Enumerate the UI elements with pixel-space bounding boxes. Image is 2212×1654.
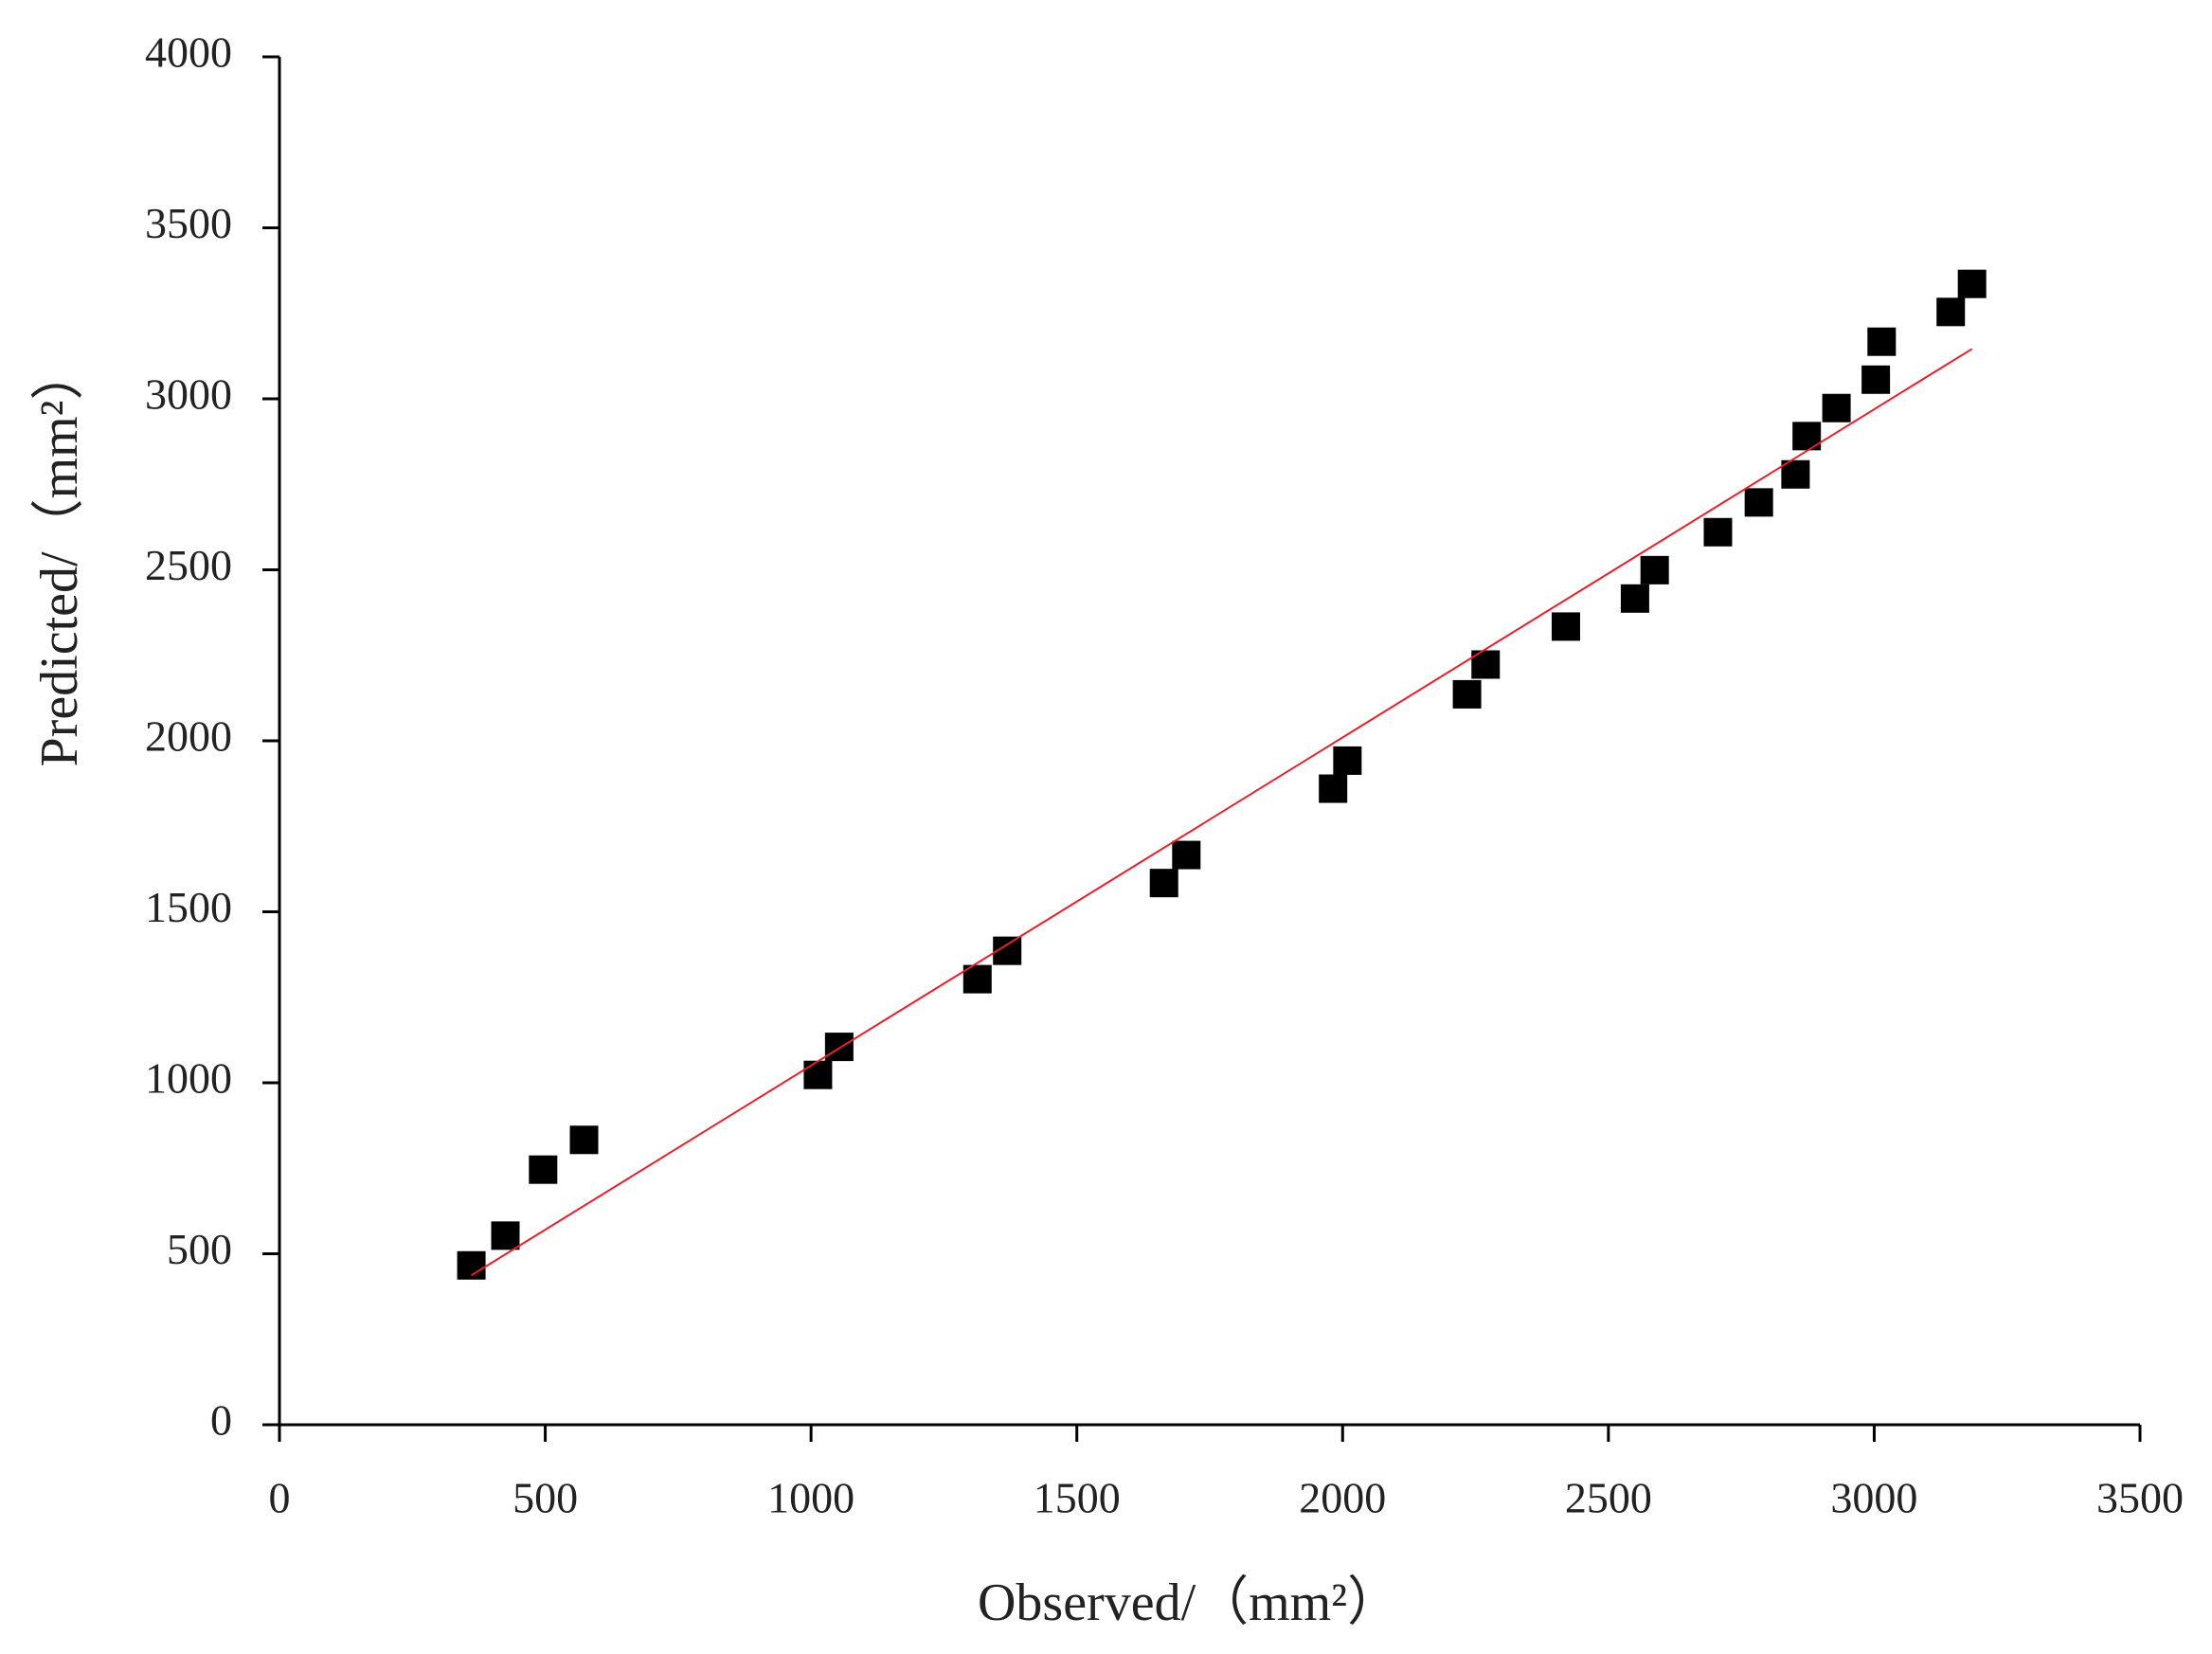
fit-line <box>471 348 1973 1277</box>
marker <box>1333 746 1362 775</box>
y-tick-label: 1500 <box>145 883 232 931</box>
x-tick-label: 0 <box>269 1474 291 1522</box>
x-tick-label: 500 <box>513 1474 578 1522</box>
marker <box>824 1033 854 1062</box>
x-tick-label: 1000 <box>767 1474 854 1522</box>
marker <box>803 1060 833 1089</box>
y-tick-label: 3000 <box>145 370 232 419</box>
marker <box>1149 869 1178 898</box>
x-tick-label: 3500 <box>2096 1474 2184 1522</box>
x-tick-label: 2000 <box>1299 1474 1386 1522</box>
marker <box>1861 365 1891 394</box>
marker <box>1319 774 1348 803</box>
marker <box>1957 269 1987 298</box>
y-tick-label: 2000 <box>145 712 232 761</box>
x-tick-label: 1500 <box>1034 1474 1121 1522</box>
marker <box>569 1125 599 1155</box>
marker <box>1703 517 1733 547</box>
marker <box>491 1221 520 1250</box>
y-tick-label: 3500 <box>145 199 232 247</box>
y-tick-label: 1000 <box>145 1054 232 1103</box>
x-axis-title: Observed/（mm²） <box>978 1573 1400 1632</box>
marker <box>457 1250 486 1280</box>
y-tick-label: 500 <box>167 1225 232 1273</box>
y-tick-label: 0 <box>210 1396 232 1445</box>
marker <box>1936 297 1966 327</box>
marker <box>1744 488 1773 517</box>
marker <box>1452 679 1482 709</box>
marker <box>1172 840 1201 870</box>
x-tick-label: 2500 <box>1565 1474 1652 1522</box>
x-tick-label: 3000 <box>1830 1474 1917 1522</box>
y-axis-title: Predicted/（mm²） <box>30 348 89 767</box>
marker <box>1792 422 1822 451</box>
y-tick-label: 4000 <box>145 28 232 77</box>
marker <box>1551 612 1580 641</box>
marker <box>1620 584 1649 613</box>
marker <box>1781 459 1810 489</box>
marker <box>529 1155 558 1184</box>
marker <box>1640 555 1669 584</box>
marker <box>1822 393 1851 422</box>
y-tick-label: 2500 <box>145 541 232 589</box>
marker <box>1867 327 1897 356</box>
